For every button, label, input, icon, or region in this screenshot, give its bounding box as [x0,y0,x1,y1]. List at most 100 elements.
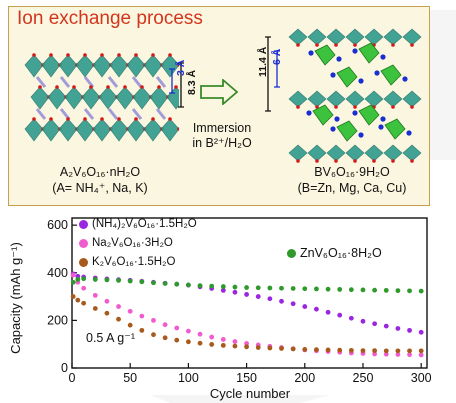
interlayer-cation [35,76,47,88]
data-point [244,341,249,346]
oxygen-atom [391,105,395,109]
data-point [197,331,203,337]
data-point [81,285,87,291]
data-point [232,343,238,349]
data-point [302,347,308,352]
series-3 [70,276,424,294]
vo-polyhedron [160,54,179,78]
data-point [372,321,378,327]
right-caption-cations: (B=Zn, Mg, Ca, Cu) [297,181,407,195]
legend-label: (NH₄)₂V₆O₁₆·1.5H₂O [92,218,197,230]
data-point [81,300,87,306]
interlayer-cation [35,108,47,120]
zn-polyhedron [312,104,334,126]
data-point [244,292,249,297]
oxygen-atom [296,105,300,109]
data-point [209,283,215,289]
plot-area [71,217,428,369]
interlayer-cation [155,76,167,88]
data-point [174,281,180,287]
data-point [220,287,226,293]
data-point [407,352,412,358]
vo-polyhedron [307,144,327,162]
water-oxygen [308,50,314,56]
oxygen-atom [83,53,87,57]
water-oxygen [402,76,408,82]
vo-polyhedron [143,54,163,78]
data-point [348,347,354,353]
water-oxygen [374,70,380,76]
data-point [302,304,308,309]
data-point [127,322,133,328]
structure-drawing [288,28,422,163]
vo-polyhedron [109,118,129,142]
data-point [279,285,284,291]
data-point [209,342,215,347]
vo-polyhedron [109,54,129,78]
data-point [418,329,424,335]
data-point [314,347,319,353]
arrow-label-line2: in B²⁺/H₂O [192,136,252,150]
x-tick-label: 300 [411,371,432,385]
data-point [151,332,156,338]
oxygen-atom [151,53,155,57]
vo-polyhedron [30,86,50,110]
oxygen-atom [315,159,319,163]
data-point [360,287,366,293]
data-point [92,277,98,282]
data-point [267,345,273,351]
capacity-chart: 0 50 100 150 200 250 300 0 200 400 600 Capacity (m… [8,217,432,401]
oxygen-atom [134,53,138,57]
dim-right-large: 11.4 Å [257,46,269,77]
oxygen-atom [83,117,87,121]
data-point [372,348,378,354]
vo-polyhedron [24,118,44,142]
vo-polyhedron [24,54,44,78]
legend-label: ZnV₆O₁₆·8H₂O [300,246,382,260]
vo-polyhedron [402,144,422,162]
data-point [197,340,203,346]
data-point [139,279,145,285]
data-point [360,348,366,354]
data-point [174,325,180,331]
data-point [325,286,331,292]
vo-polyhedron [307,28,327,46]
zn-polyhedron [384,118,406,140]
oxygen-atom [151,117,155,121]
vo-polyhedron [81,86,101,110]
vo-polyhedron [364,90,384,108]
vo-polyhedron [41,118,61,142]
water-oxygen [352,48,358,54]
legend-item-nh4: (NH₄)₂V₆O₁₆·1.5H₂O [79,218,197,230]
data-point [290,286,296,291]
data-point [395,348,401,354]
data-point [151,280,156,286]
vo-polyhedron [345,90,365,108]
vo-polyhedron [288,90,308,108]
vo-polyhedron [326,90,346,108]
x-axis-label: Cycle number [210,386,291,401]
oxygen-atom [117,117,121,121]
panel-title: Ion exchange process [17,8,203,29]
vo-polyhedron [345,28,365,46]
oxygen-atom [100,53,104,57]
layered-structure-right [288,28,422,163]
y-tick-label: 400 [47,266,68,280]
vo-polyhedron [132,86,152,110]
water-oxygen [380,116,386,122]
dim-left-large: 8.3 Å [186,69,198,95]
oxygen-atom [410,43,414,47]
legend-item-zn: ZnV₆O₁₆·8H₂O [287,246,382,260]
data-point [325,309,331,315]
vo-polyhedron [166,86,179,110]
zn-polyhedron [336,66,358,88]
vo-polyhedron [92,54,112,78]
oxygen-atom [410,105,414,109]
oxygen-atom [334,43,338,47]
oxygen-atom [32,53,36,57]
data-point [116,304,121,309]
interlayer-cation [107,108,119,120]
data-point [127,308,133,314]
vo-polyhedron [288,28,308,46]
data-point [395,288,401,294]
